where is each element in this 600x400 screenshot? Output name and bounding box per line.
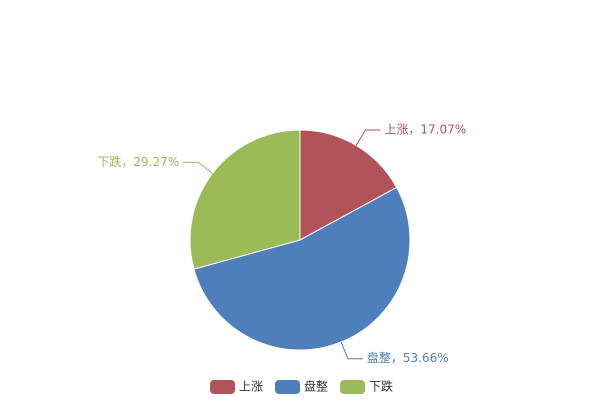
data-label: 上涨，17.07% [384, 121, 466, 136]
data-label: 下跌，29.27% [97, 154, 179, 169]
legend-label[interactable]: 上涨 [239, 379, 263, 394]
legend-swatch[interactable] [340, 380, 365, 394]
leader-line [340, 341, 363, 360]
leader-line [355, 129, 381, 146]
pie-slice [299, 129, 398, 241]
leader-line [183, 161, 213, 174]
legend-label[interactable]: 下跌 [369, 379, 393, 394]
legend-label[interactable]: 盘整 [304, 379, 328, 394]
pie-slice [193, 186, 411, 351]
legend-swatch[interactable] [275, 380, 300, 394]
legend-swatch[interactable] [210, 380, 235, 394]
data-label: 盘整，53.66% [367, 350, 449, 365]
